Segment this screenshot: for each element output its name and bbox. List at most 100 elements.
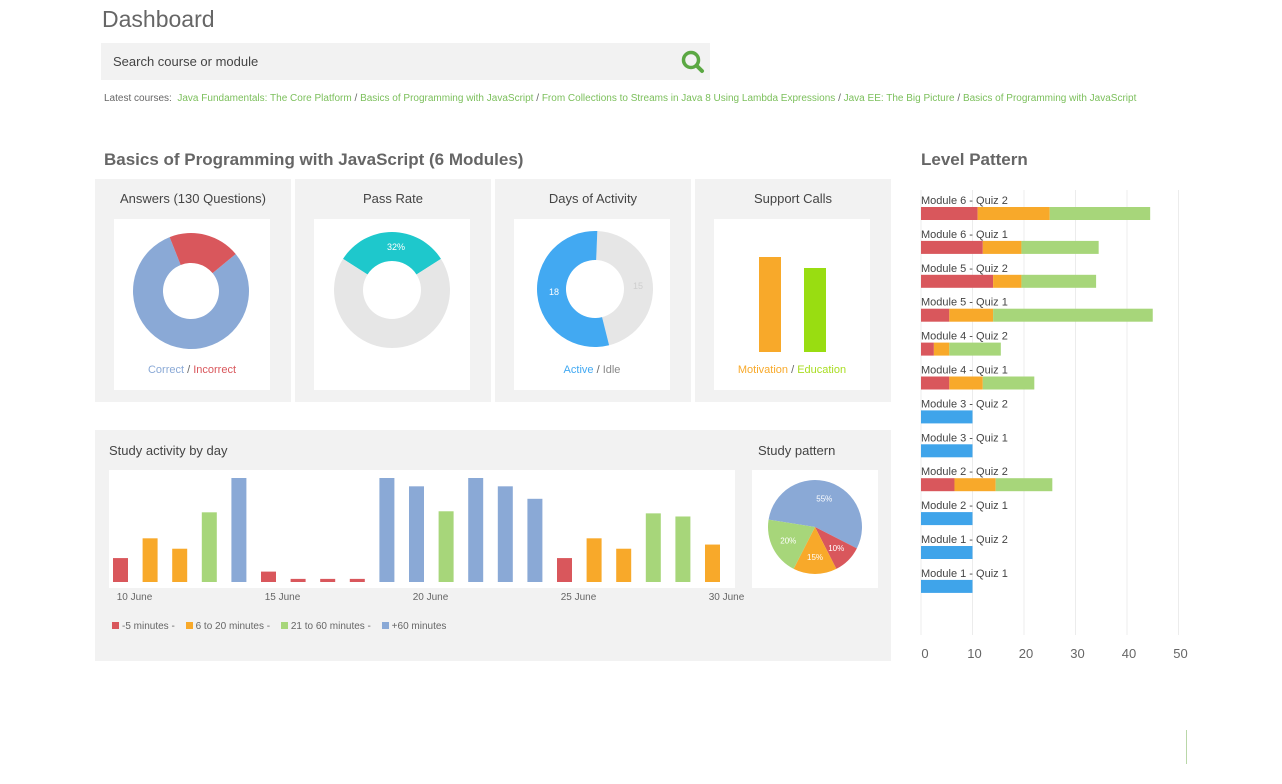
x-tick-label: 40 xyxy=(1122,646,1136,661)
separator: / xyxy=(957,93,961,104)
category-label: Module 5 - Quiz 2 xyxy=(921,263,1008,275)
support-bar-education xyxy=(804,268,826,352)
level-bar-segment xyxy=(921,376,950,390)
study-activity-chart xyxy=(109,470,735,588)
page-title: Dashboard xyxy=(102,6,215,32)
donut-slice-correct xyxy=(133,237,249,349)
study-bar xyxy=(320,578,336,582)
level-bar-segment xyxy=(921,274,994,288)
category-label: Module 1 - Quiz 1 xyxy=(921,568,1008,580)
study-bar xyxy=(113,558,128,582)
level-bar-segment xyxy=(921,342,934,356)
legend-correct: Correct xyxy=(147,364,185,376)
category-label: Module 6 - Quiz 1 xyxy=(921,229,1008,241)
study-bar xyxy=(409,486,424,582)
x-tick-label: 30 xyxy=(1070,646,1084,661)
donut-slice-idle xyxy=(596,231,653,346)
study-bar xyxy=(438,511,454,582)
study-bar xyxy=(201,512,217,582)
pie-slice-21-60 xyxy=(768,519,815,569)
legend-swatch xyxy=(112,622,119,629)
legend-label: 21 to 60 minutes - xyxy=(290,621,371,632)
legend-swatch xyxy=(185,622,193,629)
level-bar-segment xyxy=(921,478,955,492)
level-bar-segment xyxy=(1021,274,1097,288)
study-x-tick: 15 June xyxy=(264,592,301,603)
x-tick-label: 50 xyxy=(1173,646,1187,661)
level-bar-segment xyxy=(1049,207,1151,220)
latest-course-link[interactable]: From Collections to Streams in Java 8 Us… xyxy=(541,93,836,104)
study-bar xyxy=(645,513,661,582)
donut-slice-pass xyxy=(343,231,441,275)
category-label: Module 4 - Quiz 1 xyxy=(921,365,1008,377)
legend-idle: Idle xyxy=(602,364,621,376)
level-bar-segment xyxy=(933,342,950,356)
study-bar xyxy=(142,538,158,582)
support-bar-motivation xyxy=(759,257,781,352)
category-label: Module 5 - Quiz 1 xyxy=(921,297,1008,309)
donut-slice-active xyxy=(537,231,610,347)
legend-item: 21 to 60 minutes - xyxy=(280,621,371,632)
pie-slice-label: 55% xyxy=(816,494,832,503)
latest-courses: Latest courses: Java Fundamentals: The C… xyxy=(104,93,1136,104)
level-bar-segment xyxy=(921,240,983,254)
level-pattern-chart: Module 6 - Quiz 2 Module 6 - Quiz 1 Module… xyxy=(920,190,1188,661)
study-activity-svg xyxy=(113,478,720,582)
legend-active: Active xyxy=(563,364,594,376)
pass-rate-chart-panel: 32% xyxy=(314,219,470,390)
answers-chart-panel: Correct / Incorrect xyxy=(114,219,270,390)
pass-rate-label: 32% xyxy=(387,242,405,252)
category-label: Module 4 - Quiz 2 xyxy=(921,331,1008,343)
study-legend: -5 minutes - 6 to 20 minutes - 21 to 60 … xyxy=(112,621,454,632)
study-activity-panel: Study activity by day Study pattern 10 J… xyxy=(95,430,891,661)
active-days-label: 18 xyxy=(549,287,559,297)
separator: / xyxy=(838,93,841,104)
study-x-tick: 25 June xyxy=(560,592,597,603)
legend-swatch xyxy=(280,622,288,629)
pie-slice-label: 15% xyxy=(807,553,823,562)
study-bar xyxy=(261,571,276,582)
legend-label: 6 to 20 minutes - xyxy=(195,621,271,632)
pie-slice-under-5 xyxy=(815,527,857,569)
level-bar-segment xyxy=(921,512,973,526)
latest-course-link[interactable]: Java Fundamentals: The Core Platform xyxy=(177,93,352,104)
study-bar xyxy=(172,548,188,582)
answers-legend: Correct / Incorrect xyxy=(114,364,270,376)
latest-course-link[interactable]: Basics of Programming with JavaScript xyxy=(962,93,1137,104)
level-bar-segment xyxy=(982,240,1022,254)
level-bar-segment xyxy=(921,308,950,322)
study-x-tick: 20 June xyxy=(412,592,449,603)
level-bar-segment xyxy=(921,207,978,220)
study-bar xyxy=(290,578,306,582)
level-bar-segment xyxy=(921,444,973,458)
pie-slice-60-plus xyxy=(768,480,862,549)
x-tick-label: 0 xyxy=(921,646,928,661)
level-bar-segment xyxy=(954,478,996,492)
latest-course-link[interactable]: Java EE: The Big Picture xyxy=(843,93,955,104)
level-pattern-title: Level Pattern xyxy=(921,150,1028,169)
support-bar-chart xyxy=(759,257,826,352)
donut-slice-remaining xyxy=(334,258,450,348)
idle-days-label: 15 xyxy=(633,281,643,291)
latest-courses-label: Latest courses: xyxy=(104,93,172,104)
latest-course-link[interactable]: Basics of Programming with JavaScript xyxy=(360,93,534,104)
days-donut-chart: 18 15 xyxy=(537,231,653,347)
search-bar xyxy=(101,43,710,80)
search-input[interactable] xyxy=(101,43,671,80)
course-title: Basics of Programming with JavaScript (6… xyxy=(104,150,524,169)
legend-item: +60 minutes xyxy=(381,621,446,632)
level-bar-segment xyxy=(993,308,1153,322)
answers-card-title: Answers (130 Questions) xyxy=(120,191,266,206)
study-activity-title: Study activity by day xyxy=(109,443,228,458)
pie-slice-label: 20% xyxy=(780,537,796,546)
level-bar-segment xyxy=(949,308,994,322)
category-label: Module 2 - Quiz 1 xyxy=(921,500,1008,512)
x-tick-label: 20 xyxy=(1019,646,1033,661)
category-label: Module 1 - Quiz 2 xyxy=(921,534,1008,546)
study-bar xyxy=(379,478,395,582)
level-bar-segment xyxy=(982,376,1035,390)
search-icon[interactable] xyxy=(680,49,706,75)
legend-swatch xyxy=(381,622,389,629)
category-label: Module 6 - Quiz 2 xyxy=(921,195,1008,207)
pass-rate-donut-chart: 32% xyxy=(334,231,450,348)
